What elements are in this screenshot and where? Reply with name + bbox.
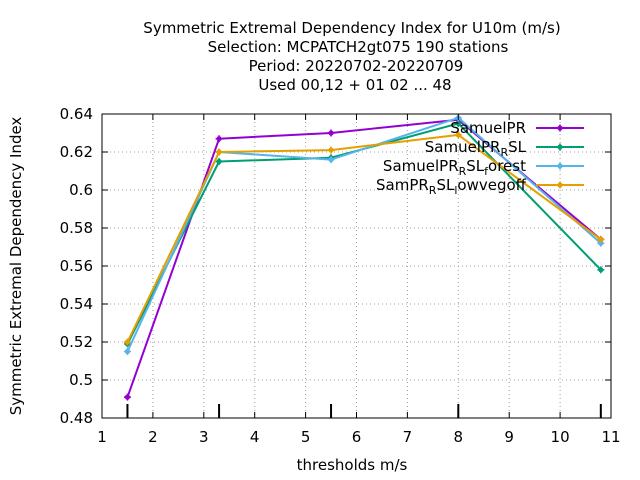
x-tick-label: 3: [199, 428, 209, 446]
x-tick-labels: 1 2 3 4 5 6 7 8 9 10 11: [97, 428, 620, 446]
legend: SamuelPRSamuelPRRSLSamuelPRRSLforestSamP…: [376, 119, 584, 197]
y-tick-label: 0.6: [69, 181, 93, 199]
legend-marker-2: [556, 143, 564, 151]
series-4-point: [327, 146, 335, 154]
series-1-point: [327, 129, 335, 137]
x-tick-label: 5: [301, 428, 311, 446]
legend-label-4: SamPRRSLlowvegoff: [376, 176, 527, 197]
x-tick-label: 9: [504, 428, 514, 446]
series-1-point: [215, 135, 223, 143]
legend-marker-4: [556, 181, 564, 189]
y-axis-label: Symmetric Extremal Dependency Index: [7, 117, 25, 416]
series-2-point: [215, 158, 223, 165]
title-line-2: Selection: MCPATCH2gt075 190 stations: [208, 38, 509, 56]
y-tick-label: 0.62: [60, 143, 93, 161]
title-line-1: Symmetric Extremal Dependency Index for …: [143, 19, 560, 37]
x-tick-label: 2: [148, 428, 158, 446]
y-tick-label: 0.64: [60, 105, 93, 123]
y-tick-label: 0.54: [60, 295, 93, 313]
series-4-point: [215, 148, 223, 156]
axis-ticks: [101, 113, 612, 419]
legend-label-1: SamuelPR: [450, 119, 526, 137]
series-line-2: [126, 122, 602, 345]
x-tick-label: 10: [551, 428, 570, 446]
title-line-3: Period: 20220702-20220709: [249, 57, 464, 75]
grid-lines: [102, 114, 611, 418]
legend-marker-1: [556, 124, 564, 132]
series-line-4: [126, 133, 602, 343]
legend-label-3: SamuelPRRSLforest: [383, 157, 526, 178]
y-tick-label: 0.52: [60, 333, 93, 351]
title-line-4: Used 00,12 + 01 02 ... 48: [258, 76, 451, 94]
series-4-point: [454, 131, 462, 139]
y-tick-label: 0.48: [60, 409, 93, 427]
series-2-point: [597, 266, 605, 274]
series-line-1: [126, 118, 602, 398]
x-axis-label: thresholds m/s: [297, 456, 408, 474]
series-4-point: [123, 338, 131, 346]
threshold-markers: [126, 404, 602, 418]
chart-title: Symmetric Extremal Dependency Index for …: [143, 19, 560, 94]
x-tick-label: 6: [352, 428, 362, 446]
y-tick-label: 0.56: [60, 257, 93, 275]
series-4-point: [597, 235, 605, 243]
x-tick-label: 7: [403, 428, 413, 446]
y-tick-label: 0.5: [69, 371, 93, 389]
y-tick-labels: 0.48 0.5 0.52 0.54 0.56 0.58 0.6 0.62 0.64: [60, 105, 93, 427]
series-3-point: [327, 156, 335, 164]
y-tick-label: 0.58: [60, 219, 93, 237]
series-1-point: [123, 393, 131, 401]
x-tick-label: 8: [454, 428, 464, 446]
series-layer: [123, 114, 605, 401]
series-3-point: [123, 348, 131, 355]
series-line-3: [126, 116, 602, 352]
legend-marker-3: [556, 162, 564, 170]
x-tick-label: 11: [601, 428, 620, 446]
x-tick-label: 1: [97, 428, 107, 446]
x-tick-label: 4: [250, 428, 260, 446]
legend-label-2: SamuelPRRSL: [425, 138, 527, 159]
